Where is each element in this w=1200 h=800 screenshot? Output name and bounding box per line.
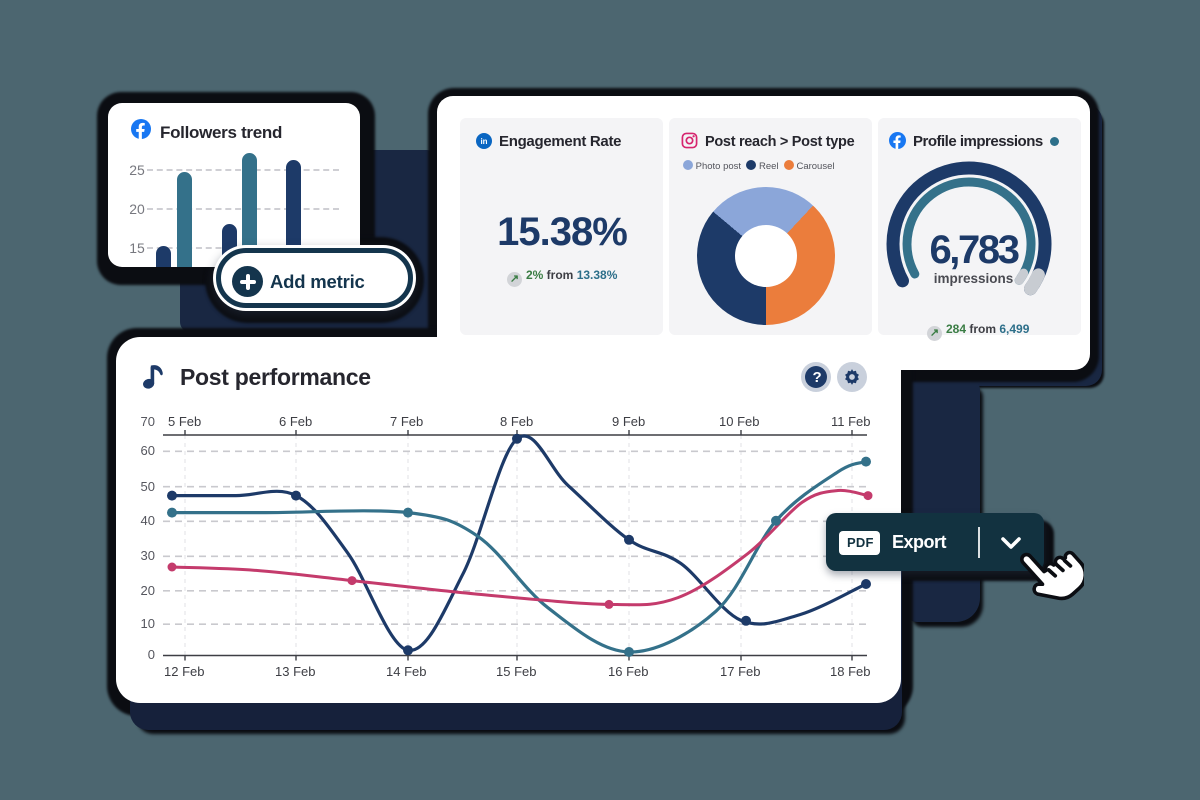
svg-text:in: in [480,137,487,146]
